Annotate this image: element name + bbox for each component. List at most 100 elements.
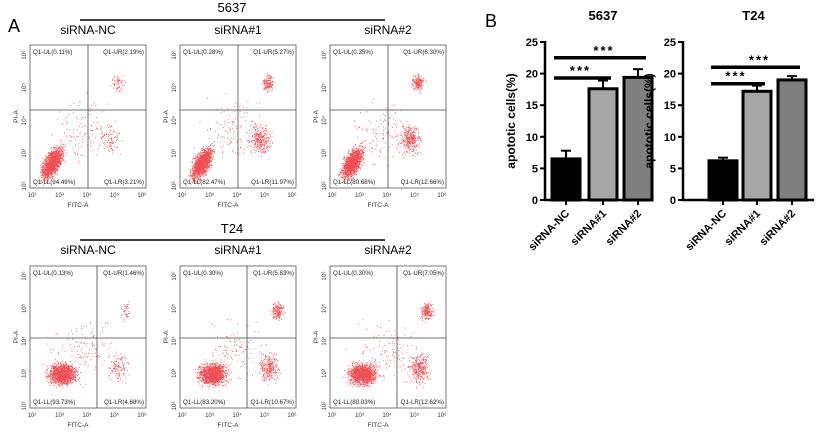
flow-plot: siRNA#1 Q1-UL(0.28%) Q1-UR(5.27%) Q1-LL(82.…: [163, 23, 297, 209]
quadrant-ll-label: Q1-LL(94.49%): [33, 179, 75, 186]
quadrant-ll-label: Q1-LL(82.47%): [183, 179, 225, 186]
x-tick-label: siRNA-NC: [526, 208, 572, 254]
scatter-dots: [337, 72, 427, 186]
x-tick-label: siRNA#2: [758, 208, 798, 248]
quadrant-ll-label: Q1-LL(93.73%): [33, 399, 75, 406]
y-tick-label: 10⁶: [321, 271, 328, 281]
y-axis-label: PI-A: [313, 110, 320, 123]
quadrant-ll-label: Q1-LL(80.03%): [333, 399, 375, 406]
y-axis-label: PI-A: [313, 330, 320, 343]
x-tick-label: 10²: [328, 193, 337, 199]
x-tick-label: 10⁶: [437, 412, 447, 419]
x-tick-label: siRNA#1: [723, 208, 763, 248]
y-tick-label: 20: [526, 69, 538, 81]
quadrant-ul-label: Q1-UL(0.13%): [33, 270, 73, 277]
x-tick-label: 10²: [28, 193, 37, 199]
y-tick-label: 5: [532, 163, 538, 175]
y-tick-label: 10⁶: [21, 50, 28, 60]
flow-plot: siRNA-NC Q1-UL(0.13%) Q1-UR(1.46%) Q1-LL(93…: [13, 243, 147, 429]
quadrant-ul-label: Q1-UL(0.28%): [183, 49, 223, 56]
y-tick-label: 10⁴: [21, 336, 28, 346]
y-tick-label: 5: [670, 163, 676, 175]
x-tick-label: 10⁶: [137, 192, 147, 199]
quadrant-lr-label: Q1-LR(3.21%): [104, 179, 144, 186]
y-tick-label: 10⁵: [21, 83, 28, 93]
x-tick-label: siRNA#2: [604, 208, 644, 248]
y-tick-label: 10⁴: [321, 336, 328, 346]
y-tick-label: 10⁶: [171, 50, 178, 60]
y-axis-label: apototic cells(%): [642, 73, 656, 168]
x-tick-label: 10³: [205, 193, 214, 199]
y-tick-label: 10⁵: [21, 303, 28, 313]
x-tick-label: 10⁴: [382, 192, 392, 199]
y-tick-label: 10²: [322, 182, 328, 191]
chart-title: T24: [742, 8, 765, 23]
y-axis-label: PI-A: [13, 110, 20, 123]
quadrant-ul-label: Q1-UL(0.30%): [183, 270, 223, 277]
y-tick-label: 20: [664, 69, 676, 81]
x-tick-label: 10³: [355, 193, 364, 199]
x-axis-label: FITC-A: [68, 202, 90, 209]
y-tick-label: 10³: [322, 369, 328, 378]
bar: [707, 159, 739, 202]
quadrant-ur-label: Q1-UR(7.05%): [403, 270, 444, 277]
x-tick-label: 10⁵: [110, 412, 120, 419]
flow-plot: siRNA#2 Q1-UL(0.35%) Q1-UR(6.30%) Q1-LL(80.…: [313, 23, 447, 209]
panel-label-b: B: [485, 11, 497, 31]
x-tick-label: 10⁵: [410, 412, 420, 419]
x-tick-label: 10⁴: [232, 192, 242, 199]
flow-plot: siRNA#2 Q1-UL(0.30%) Q1-UR(7.05%) Q1-LL(80.…: [313, 243, 447, 429]
x-tick-label: 10²: [178, 413, 187, 419]
y-tick-label: 0: [670, 195, 676, 207]
quadrant-ur-label: Q1-UR(5.83%): [253, 270, 294, 277]
quadrant-lr-label: Q1-LR(4.68%): [104, 399, 144, 406]
flow-plot: siRNA#1 Q1-UL(0.30%) Q1-UR(5.83%) Q1-LL(83.…: [163, 243, 297, 429]
flow-cytometry-panels: 5637 siRNA-NC Q1-UL(0.11%) Q1-UR(2.19%) Q1-L…: [13, 0, 447, 429]
group-label: siRNA-NC: [60, 243, 116, 257]
y-tick-label: 10³: [322, 149, 328, 158]
plot-frame: [179, 265, 297, 409]
quadrant-ll-label: Q1-LL(80.68%): [333, 179, 375, 186]
x-tick-label: 10⁶: [437, 192, 447, 199]
x-tick-label: 10²: [178, 193, 187, 199]
bar: [587, 87, 619, 202]
quadrant-ul-label: Q1-UL(0.30%): [333, 270, 373, 277]
x-tick-label: 10⁴: [82, 192, 92, 199]
y-tick-label: 10⁴: [171, 115, 178, 125]
significance-label: ***: [725, 69, 746, 84]
y-tick-label: 10²: [22, 182, 28, 191]
quadrant-ul-label: Q1-UL(0.11%): [33, 49, 72, 56]
x-tick-label: 10³: [55, 413, 64, 419]
bar: [741, 89, 773, 202]
quadrant-lr-label: Q1-LR(11.97%): [251, 179, 294, 186]
x-axis-label: FITC-A: [368, 422, 390, 429]
quadrant-ur-label: Q1-UR(1.46%): [103, 270, 144, 277]
x-tick-label: 10²: [328, 413, 337, 419]
group-label: siRNA#2: [364, 23, 412, 37]
quadrant-ll-label: Q1-LL(83.20%): [183, 399, 225, 406]
y-axis-label: PI-A: [163, 110, 170, 123]
y-tick-label: 10⁵: [321, 83, 328, 93]
x-tick-label: 10³: [55, 193, 64, 199]
y-tick-label: 15: [526, 100, 538, 112]
scatter-dots: [342, 301, 436, 389]
y-tick-label: 10: [664, 132, 676, 144]
significance-label: ***: [593, 43, 614, 58]
y-tick-label: 10: [526, 132, 538, 144]
x-tick-label: 10⁵: [260, 412, 270, 419]
bar-chart: T24 apototic cells(%) siRNA-NCsiRNA#1siRNA…: [642, 8, 814, 253]
quadrant-ur-label: Q1-UR(2.19%): [103, 49, 144, 56]
flow-plot: siRNA-NC Q1-UL(0.11%) Q1-UR(2.19%) Q1-LL(94…: [13, 23, 147, 209]
x-tick-label: 10⁴: [382, 412, 392, 419]
y-tick-label: 10²: [22, 402, 28, 411]
bar: [776, 78, 808, 202]
scatter-dots: [187, 72, 276, 186]
x-tick-label: 10³: [205, 413, 214, 419]
y-axis-label: PI-A: [163, 330, 170, 343]
x-tick-label: 10⁵: [260, 192, 270, 199]
quadrant-lr-label: Q1-LR(10.67%): [251, 399, 294, 406]
y-tick-label: 10²: [172, 182, 178, 191]
x-tick-label: 10⁶: [287, 192, 297, 199]
group-label: siRNA#1: [214, 243, 262, 257]
